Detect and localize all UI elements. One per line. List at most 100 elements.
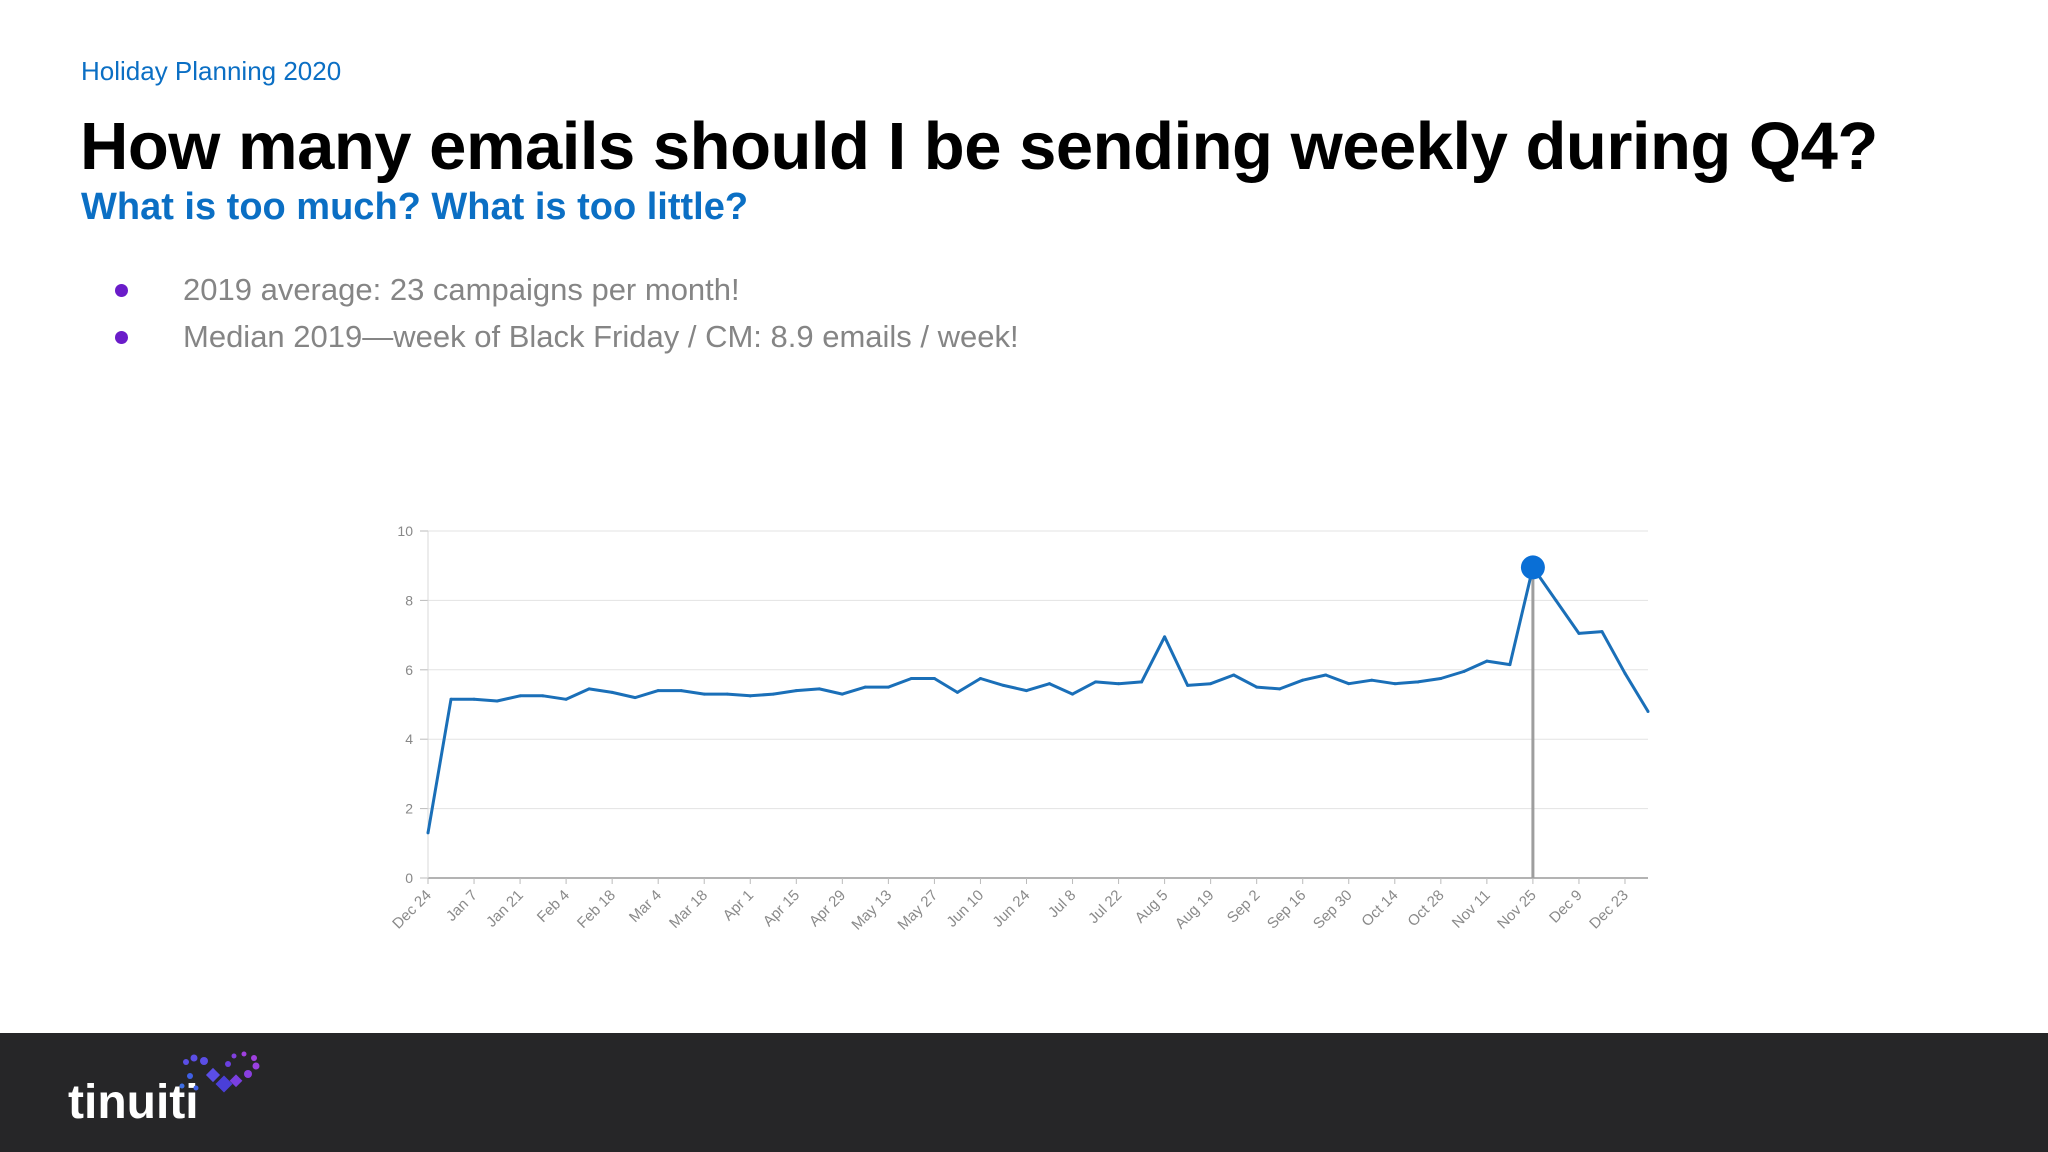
data-point — [1163, 635, 1167, 639]
data-point — [955, 690, 959, 694]
data-point — [1623, 671, 1627, 675]
y-tick-label: 2 — [405, 801, 413, 817]
data-point — [1393, 682, 1397, 686]
data-point — [932, 676, 936, 680]
data-point — [817, 687, 821, 691]
data-point — [1508, 663, 1512, 667]
x-tick-label: Jan 7 — [443, 887, 481, 925]
data-point — [610, 690, 614, 694]
x-tick-label: Apr 29 — [806, 887, 849, 930]
slide-subtitle: What is too much? What is too little? — [81, 186, 749, 228]
data-point — [1140, 680, 1144, 684]
x-tick-label: May 27 — [894, 887, 941, 934]
brand-logo-icon — [179, 1051, 260, 1093]
data-point — [1554, 598, 1558, 602]
x-tick-label: Apr 15 — [760, 887, 803, 930]
line-chart: 0 2 4 6 8 10 Dec 24 Jan 7 Jan 21 Feb 4 Feb 18 Mar 4… — [389, 523, 1650, 934]
data-point — [1278, 687, 1282, 691]
data-point — [426, 831, 430, 835]
data-point — [587, 687, 591, 691]
data-point — [1117, 682, 1121, 686]
data-point — [1301, 678, 1305, 682]
x-tick-label: Sep 2 — [1224, 887, 1264, 927]
data-point — [656, 689, 660, 693]
data-point — [1485, 659, 1489, 663]
data-point — [1186, 683, 1190, 687]
x-tick-label: Nov 11 — [1449, 887, 1494, 932]
y-tick-label: 4 — [405, 731, 413, 747]
x-tick-label: Jun 10 — [943, 887, 987, 931]
x-tick-label: Dec 24 — [389, 887, 435, 933]
data-point — [1416, 680, 1420, 684]
data-point — [1646, 709, 1650, 713]
bullet-item: Median 2019—week of Black Friday / CM: 8… — [110, 317, 1019, 364]
bullet-text: 2019 average: 23 campaigns per month! — [183, 272, 740, 307]
data-point — [564, 697, 568, 701]
x-tick-label: May 13 — [848, 887, 895, 934]
x-tick-label: Jul 22 — [1085, 887, 1125, 927]
x-tick-label: Dec 23 — [1586, 887, 1632, 933]
y-tick-label: 0 — [405, 870, 413, 886]
x-tick-label: Oct 28 — [1404, 887, 1447, 930]
data-point — [1324, 673, 1328, 677]
data-point — [1370, 678, 1374, 682]
data-point — [886, 685, 890, 689]
x-tick-label: Dec 9 — [1546, 887, 1586, 927]
data-point — [1232, 673, 1236, 677]
x-tick-label: Sep 16 — [1264, 887, 1310, 933]
x-tick-label: Mar 4 — [626, 887, 665, 926]
x-tick-label: Jan 21 — [483, 887, 527, 931]
data-point — [1439, 676, 1443, 680]
x-tick-label: Jun 24 — [989, 887, 1033, 931]
bullet-dot-icon — [115, 284, 128, 297]
data-point — [1209, 682, 1213, 686]
footer-bar — [0, 1033, 2048, 1152]
y-tick-label: 8 — [405, 592, 413, 608]
x-tick-label: Apr 1 — [720, 887, 757, 924]
data-point — [1347, 682, 1351, 686]
data-point — [472, 697, 476, 701]
brand-logo-text: tinuiti — [68, 1076, 199, 1129]
x-tick-label: Sep 30 — [1310, 887, 1356, 933]
data-point — [794, 689, 798, 693]
series-line — [426, 565, 1650, 834]
slide-title: How many emails should I be sending week… — [80, 109, 1878, 184]
data-point — [1600, 630, 1604, 634]
data-point — [518, 694, 522, 698]
x-tick-label: Oct 14 — [1358, 887, 1401, 930]
data-point — [1094, 680, 1098, 684]
data-point — [1024, 689, 1028, 693]
highlight-point — [1520, 555, 1545, 580]
data-point — [1577, 631, 1581, 635]
x-tick-label: Jul 8 — [1045, 887, 1079, 921]
data-point — [909, 676, 913, 680]
x-tick-label: Mar 18 — [666, 887, 711, 932]
data-point — [495, 699, 499, 703]
data-point — [1255, 685, 1259, 689]
x-tick-label: Feb 4 — [534, 887, 573, 926]
data-point — [840, 692, 844, 696]
y-tick-label: 6 — [405, 662, 413, 678]
eyebrow-label: Holiday Planning 2020 — [81, 56, 342, 86]
x-tick-label: Aug 5 — [1132, 887, 1172, 927]
x-tick-label: Aug 19 — [1172, 887, 1218, 933]
bullet-item: 2019 average: 23 campaigns per month! — [110, 270, 1019, 317]
y-tick-label: 10 — [397, 523, 413, 539]
data-point — [863, 685, 867, 689]
data-point — [541, 694, 545, 698]
x-tick-label: Feb 18 — [574, 887, 619, 932]
data-point — [1001, 683, 1005, 687]
data-point — [633, 696, 637, 700]
data-point — [1048, 682, 1052, 686]
data-point — [725, 692, 729, 696]
data-point — [679, 689, 683, 693]
bullet-list: 2019 average: 23 campaigns per month! Me… — [110, 270, 1019, 364]
x-tick-label: Nov 25 — [1494, 887, 1540, 933]
bullet-dot-icon — [115, 331, 128, 344]
data-point — [978, 676, 982, 680]
bullet-text: Median 2019—week of Black Friday / CM: 8… — [183, 319, 1019, 354]
data-point — [1071, 692, 1075, 696]
data-point — [1462, 670, 1466, 674]
data-point — [748, 694, 752, 698]
data-point — [449, 697, 453, 701]
